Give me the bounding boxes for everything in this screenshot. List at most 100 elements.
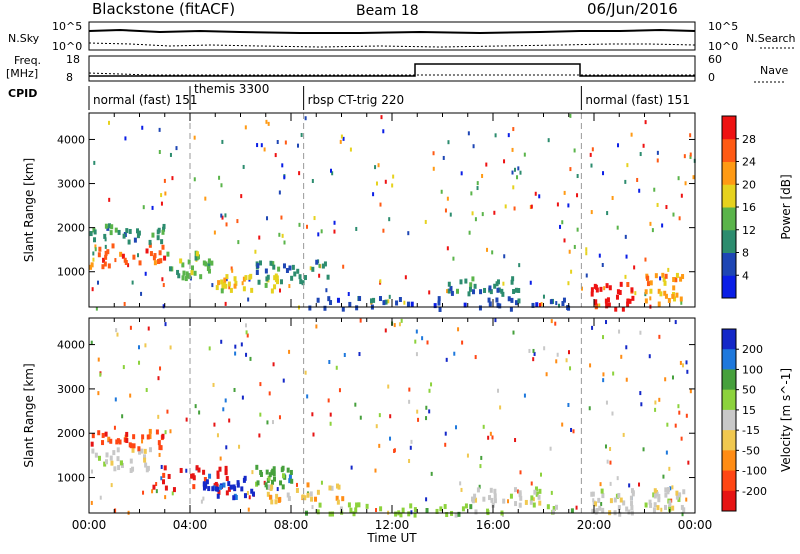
data-cell — [272, 264, 276, 270]
data-cell — [399, 512, 403, 518]
data-cell — [250, 488, 254, 494]
data-cell — [161, 433, 165, 439]
noise-pixel — [674, 320, 677, 325]
data-cell — [195, 465, 199, 471]
data-cell — [518, 490, 522, 496]
noise-pixel — [561, 220, 564, 225]
noise-pixel — [169, 152, 172, 157]
data-cell — [622, 500, 626, 506]
noise-pixel — [380, 115, 383, 120]
noise-pixel — [228, 285, 231, 290]
noise-pixel — [461, 340, 464, 345]
data-cell — [535, 491, 539, 497]
data-cell — [197, 467, 201, 473]
noise-pixel — [160, 201, 163, 206]
data-cell — [117, 229, 121, 235]
data-cell — [664, 293, 668, 299]
data-cell — [107, 436, 111, 442]
data-cell — [190, 265, 194, 271]
data-cell — [379, 506, 383, 512]
data-cell — [593, 300, 597, 306]
data-cell — [268, 494, 272, 500]
data-cell — [281, 473, 285, 479]
data-cell — [190, 473, 194, 479]
noise-pixel — [642, 447, 645, 452]
data-cell — [674, 277, 678, 283]
noise-pixel — [237, 240, 240, 245]
noise-pixel — [124, 136, 127, 141]
noise-pixel — [665, 205, 668, 210]
x-tick-label: 00:00 — [72, 518, 107, 532]
data-cell — [151, 232, 155, 238]
data-cell — [316, 489, 320, 495]
data-cell — [598, 505, 602, 511]
noise-pixel — [689, 389, 692, 394]
noise-pixel — [683, 154, 686, 159]
noise-pixel — [467, 131, 470, 136]
data-cell — [570, 508, 574, 514]
data-cell — [89, 264, 93, 270]
noise-pixel — [532, 357, 535, 362]
noise-pixel — [672, 212, 675, 217]
noise-pixel — [628, 483, 631, 488]
noise-pixel — [671, 485, 674, 490]
data-cell — [617, 492, 621, 498]
noise-pixel — [212, 382, 215, 387]
data-cell — [433, 303, 437, 309]
noise-pixel — [260, 143, 263, 148]
data-cell — [91, 448, 95, 454]
data-cell — [224, 470, 228, 476]
data-cell — [89, 231, 93, 237]
data-cell — [601, 493, 605, 499]
data-cell — [296, 268, 300, 274]
data-cell — [273, 275, 277, 281]
noise-pixel — [471, 211, 474, 216]
data-cell — [648, 499, 652, 505]
noise-pixel — [108, 120, 111, 125]
noise-pixel — [391, 183, 394, 188]
noise-pixel — [659, 276, 662, 281]
noise-pixel — [283, 240, 286, 245]
data-cell — [104, 431, 108, 437]
noise-pixel — [331, 171, 334, 176]
noise-pixel — [220, 183, 223, 188]
data-cell — [163, 255, 167, 261]
noise-pixel — [388, 217, 391, 222]
noise-pixel — [514, 438, 517, 443]
noise-pixel — [108, 197, 111, 202]
noise-pixel — [278, 232, 281, 237]
data-cell — [316, 509, 320, 515]
panel-frame — [88, 317, 696, 514]
noise-pixel — [276, 487, 279, 492]
noise-pixel — [313, 216, 316, 221]
data-cell — [119, 460, 123, 466]
data-cell — [104, 459, 108, 465]
noise-pixel — [479, 464, 482, 469]
noise-pixel — [428, 388, 431, 393]
data-cell — [409, 503, 413, 509]
noise-pixel — [234, 351, 237, 356]
data-cell — [93, 229, 97, 235]
noise-pixel — [414, 339, 417, 344]
noise-pixel — [585, 251, 588, 256]
data-cell — [125, 437, 129, 443]
noise-pixel — [545, 372, 548, 377]
data-cell — [652, 507, 656, 513]
noise-pixel — [573, 148, 576, 153]
data-cell — [657, 493, 661, 499]
data-cell — [121, 253, 125, 259]
noise-pixel — [681, 363, 684, 368]
data-cell — [469, 282, 473, 288]
noise-pixel — [224, 398, 227, 403]
noise-pixel — [618, 329, 621, 334]
data-cell — [248, 274, 252, 280]
colorbar-swatch — [722, 470, 736, 492]
data-cell — [107, 263, 111, 269]
data-cell — [355, 305, 359, 311]
data-cell — [335, 483, 339, 489]
data-cell — [214, 486, 218, 492]
data-cell — [131, 447, 135, 453]
noise-pixel — [609, 481, 612, 486]
data-cell — [137, 446, 141, 452]
